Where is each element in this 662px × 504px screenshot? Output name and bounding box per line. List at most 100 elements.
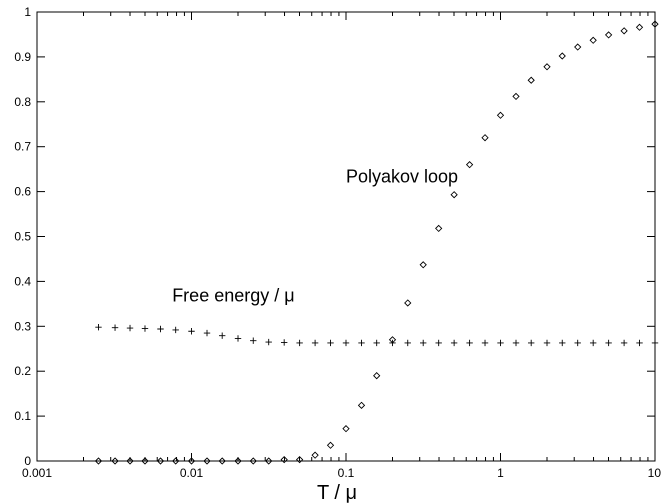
x-tick-label: 0.01 — [180, 466, 204, 480]
data-point-diamond — [404, 299, 412, 307]
data-point-diamond — [481, 134, 489, 142]
y-tick-label: 0.7 — [14, 140, 31, 154]
y-axis: 0 0.1 0.2 0.3 0.4 0.5 0.6 0.7 0.8 0.9 1 — [14, 5, 655, 468]
data-point-diamond — [249, 457, 257, 465]
data-point-plus — [265, 338, 272, 346]
x-tick-label: 1 — [497, 466, 504, 480]
data-point-plus — [141, 325, 149, 332]
x-tick-label: 0.1 — [338, 466, 355, 480]
data-point-plus — [111, 324, 119, 331]
data-point-diamond — [496, 111, 505, 119]
y-tick-label: 0.8 — [14, 95, 31, 109]
data-point-diamond — [172, 457, 180, 465]
x-tick-label: 10 — [648, 466, 662, 480]
data-point-plus — [188, 328, 195, 335]
data-point-diamond — [265, 457, 273, 465]
data-point-diamond — [326, 441, 335, 449]
data-point-plus — [327, 339, 334, 347]
annotations: Polyakov loop Free energy / μ — [172, 167, 458, 306]
data-point-plus — [234, 335, 242, 342]
y-tick-label: 0.4 — [14, 274, 31, 288]
data-point-plus — [636, 339, 643, 347]
x-tick-label: 0.001 — [22, 466, 52, 480]
data-point-diamond — [574, 43, 582, 51]
data-point-plus — [157, 325, 164, 333]
data-point-diamond — [111, 457, 119, 465]
y-tick-label: 0.5 — [14, 230, 31, 244]
y-tick-label: 0 — [24, 454, 31, 468]
data-point-plus — [435, 339, 442, 347]
data-point-diamond — [141, 457, 149, 465]
x-axis: 0.001 0.01 0.1 1 10 — [22, 12, 661, 480]
data-point-diamond — [280, 456, 288, 464]
data-point-plus — [373, 339, 380, 347]
data-point-plus — [389, 339, 396, 347]
data-point-plus — [250, 337, 257, 344]
data-point-diamond — [527, 76, 535, 84]
data-point-diamond — [295, 456, 304, 464]
y-tick-label: 0.9 — [14, 50, 31, 64]
data-point-plus — [620, 339, 628, 347]
data-point-diamond — [604, 31, 613, 39]
plot-frame — [36, 11, 656, 462]
series-layer — [94, 20, 659, 465]
data-point-diamond — [419, 261, 427, 269]
data-point-diamond — [450, 191, 458, 199]
data-point-diamond — [589, 36, 597, 44]
x-axis-title: T / μ — [317, 482, 357, 504]
data-point-diamond — [203, 457, 211, 465]
data-point-diamond — [311, 451, 319, 459]
data-point-diamond — [543, 63, 551, 71]
data-point-plus — [95, 323, 102, 331]
data-point-plus — [605, 339, 612, 347]
data-point-diamond — [435, 224, 443, 233]
y-tick-label: 1 — [24, 5, 31, 19]
data-point-plus — [481, 339, 489, 347]
data-point-plus — [651, 339, 659, 347]
data-point-plus — [280, 339, 288, 346]
data-point-diamond — [126, 457, 134, 465]
data-point-plus — [296, 339, 303, 347]
data-point-plus — [559, 339, 566, 347]
annotation-2: Free energy / μ — [172, 286, 294, 306]
series-2-plus — [95, 323, 659, 347]
y-tick-label: 0.6 — [14, 185, 31, 199]
data-point-diamond — [234, 457, 242, 465]
data-point-plus — [358, 339, 365, 347]
data-point-plus — [203, 329, 211, 337]
data-point-diamond — [218, 457, 226, 465]
data-point-diamond — [342, 425, 350, 433]
y-tick-label: 0.1 — [14, 409, 31, 423]
data-point-plus — [420, 339, 427, 347]
data-point-plus — [466, 339, 473, 347]
data-point-diamond — [512, 92, 520, 101]
data-point-plus — [543, 339, 551, 347]
data-point-diamond — [635, 23, 644, 31]
y-tick-label: 0.3 — [14, 319, 31, 333]
data-point-diamond — [187, 457, 196, 465]
y-tick-label: 0.2 — [14, 364, 31, 378]
data-point-plus — [497, 339, 504, 347]
data-point-plus — [126, 324, 134, 332]
data-point-diamond — [373, 372, 381, 380]
data-point-plus — [512, 339, 520, 347]
data-point-diamond — [94, 457, 103, 465]
plot-border — [36, 11, 656, 462]
data-point-plus — [574, 339, 581, 347]
data-point-plus — [450, 339, 458, 347]
series-1-diamond — [94, 20, 659, 465]
data-point-diamond — [156, 457, 165, 465]
annotation-1: Polyakov loop — [346, 167, 458, 187]
data-point-diamond — [465, 161, 474, 169]
data-point-plus — [342, 339, 350, 347]
data-point-plus — [404, 339, 411, 347]
data-point-plus — [172, 326, 179, 334]
data-point-diamond — [357, 401, 366, 409]
data-point-plus — [311, 339, 319, 347]
data-point-diamond — [620, 27, 628, 35]
data-point-plus — [527, 339, 535, 347]
data-point-plus — [589, 339, 597, 347]
data-point-plus — [218, 332, 226, 339]
data-point-diamond — [651, 20, 659, 28]
